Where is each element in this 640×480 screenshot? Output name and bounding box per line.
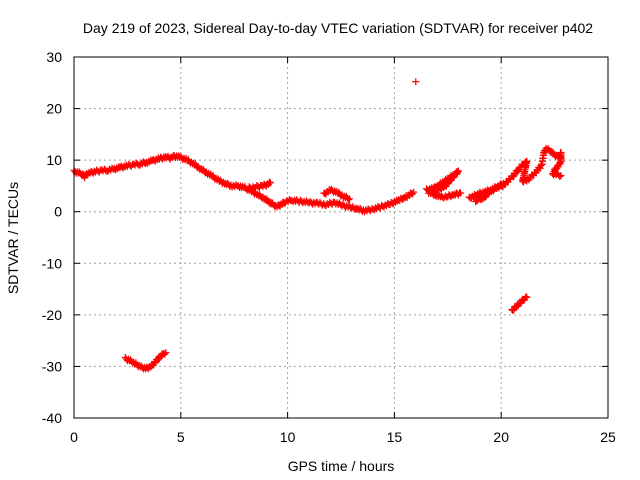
series-segment-16-5-18-2h (422, 167, 465, 202)
tick-labels: 0 5 10 15 20 25 -40 -30 -20 -10 0 10 20 30 (42, 49, 616, 445)
data-point (344, 196, 352, 204)
data-point (482, 192, 490, 200)
y-tick-label: -30 (42, 358, 62, 374)
x-axis-label: GPS time / hours (288, 458, 395, 474)
y-tick-label: 10 (46, 152, 62, 168)
series-rising-segment-20-22-8h (497, 144, 565, 191)
x-tick-label: 0 (70, 429, 78, 445)
series-lower-arc-2-4-4-3h (121, 349, 170, 373)
y-tick-label: -10 (42, 255, 62, 271)
x-tick-label: 10 (280, 429, 296, 445)
y-axis-label: SDTVAR / TECUs (5, 182, 21, 294)
y-tick-label: 20 (46, 101, 62, 117)
chart-title: Day 219 of 2023, Sidereal Day-to-day VTE… (83, 20, 593, 36)
series-lower-segment-20-5-21-2h (508, 293, 531, 315)
y-tick-label: -20 (42, 307, 62, 323)
plot-frame (73, 56, 609, 419)
data-point (346, 195, 354, 203)
data-point (557, 172, 565, 180)
series-main-track (70, 151, 418, 216)
x-tick-label: 25 (600, 429, 616, 445)
data-point (161, 350, 169, 358)
data-point (522, 293, 530, 301)
y-tick-label: -40 (42, 410, 62, 426)
data-point (556, 173, 564, 181)
data-point (457, 189, 465, 197)
series-upper-branch-8-9-3h (245, 178, 275, 193)
y-tick-label: 30 (46, 49, 62, 65)
y-tick-label: 0 (54, 204, 62, 220)
data-point (481, 193, 489, 201)
x-tick-label: 5 (177, 429, 185, 445)
x-tick-label: 20 (493, 429, 509, 445)
data-point (537, 162, 545, 170)
data-point (410, 188, 418, 196)
data-point (162, 349, 170, 357)
data-point (267, 179, 275, 187)
x-tick-label: 15 (387, 429, 403, 445)
data-series (70, 78, 565, 373)
data-point (412, 78, 420, 86)
data-point (265, 178, 273, 186)
series-outlier (412, 78, 420, 86)
data-point (523, 293, 531, 301)
series-branch-11-7-12-6h (320, 185, 354, 204)
grid (74, 57, 608, 418)
